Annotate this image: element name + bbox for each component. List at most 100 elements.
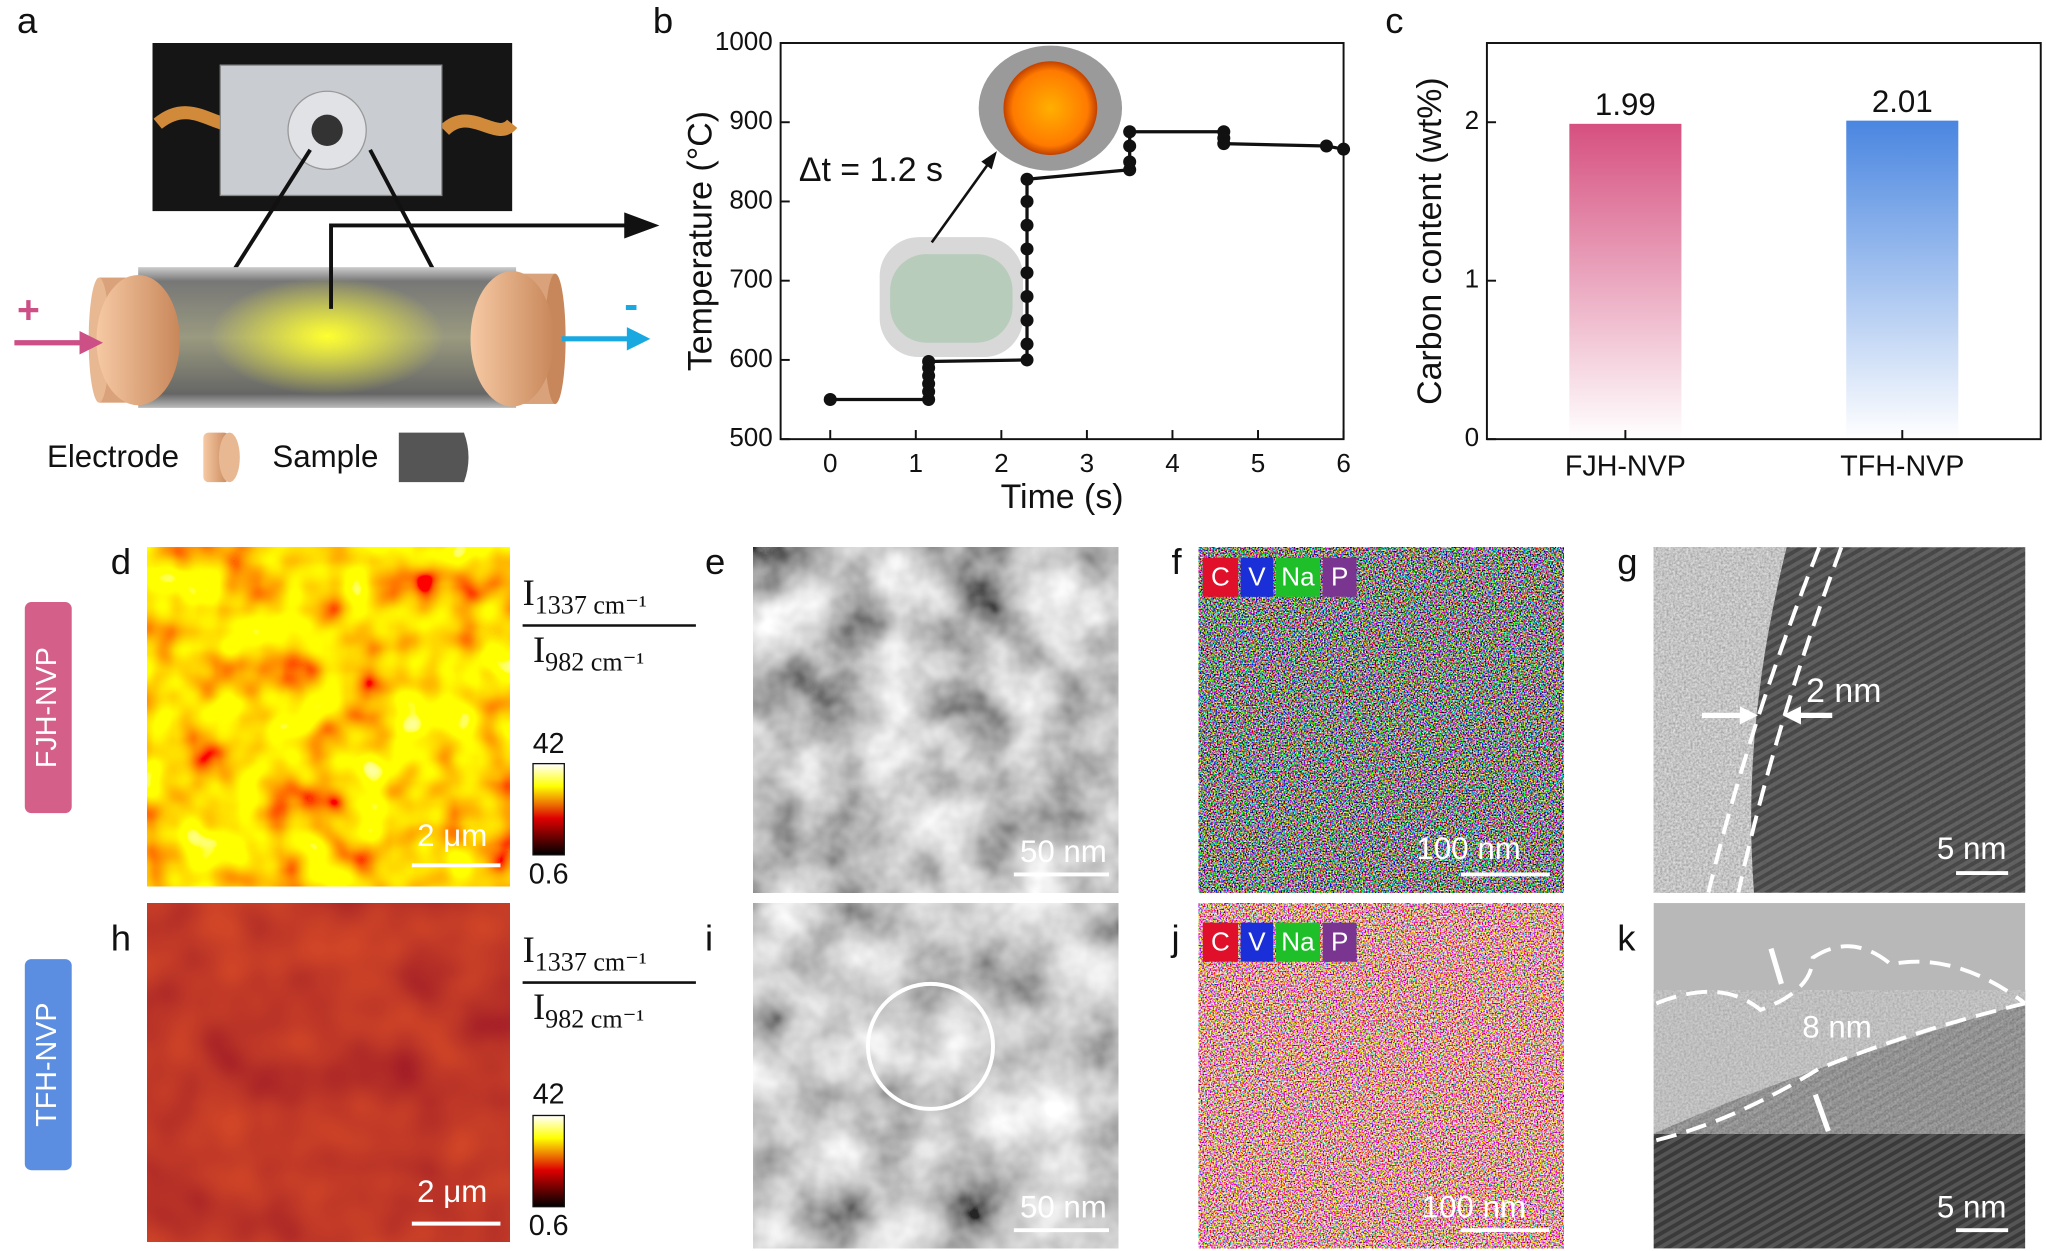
panel-label: i (705, 917, 713, 958)
raman-map (147, 547, 510, 887)
ratio-numerator: I1337 cm⁻¹ (523, 572, 647, 619)
value-label: 2.01 (1872, 84, 1933, 119)
ratio-symbol: I (533, 630, 545, 671)
marker (1020, 353, 1034, 367)
panel-label: e (705, 541, 725, 582)
ratio-symbol: I (523, 929, 535, 970)
marker (1123, 125, 1137, 139)
panel-label: j (1171, 917, 1180, 958)
colorbar (532, 1114, 565, 1208)
legend-swatch (1240, 922, 1274, 962)
x-tick-label: 5 (1251, 448, 1266, 478)
decor (329, 223, 640, 309)
legend-label: V (1248, 561, 1266, 591)
y-tick-label: 1000 (715, 26, 773, 56)
highlight-circle (865, 981, 995, 1111)
hrtem-image (1653, 546, 2026, 894)
decor (311, 114, 343, 146)
marker (1319, 139, 1333, 153)
decor (624, 212, 660, 239)
decor (96, 274, 180, 406)
marker (1020, 194, 1034, 208)
y-tick-label: 1 (1465, 264, 1480, 294)
decor (1736, 546, 1844, 894)
marker (1123, 139, 1137, 153)
scale-bar-label: 2 μm (417, 818, 487, 853)
y-tick-label: 700 (729, 264, 772, 294)
marker (1337, 142, 1351, 156)
panel-label: g (1617, 541, 1637, 582)
bar (1846, 120, 1959, 440)
marker (1020, 266, 1034, 280)
scale-bar-label: 5 nm (1937, 1190, 2007, 1225)
marker (922, 354, 936, 369)
reactor-schematic (14, 212, 660, 483)
ratio-subscript: 1337 cm⁻¹ (535, 947, 647, 976)
marker (1020, 313, 1034, 327)
panel-label: b (653, 0, 673, 41)
decor (1739, 706, 1758, 725)
y-axis-label: Temperature (°C) (681, 111, 719, 371)
decor (1003, 61, 1098, 156)
decor (1782, 706, 1801, 725)
panel-label: d (111, 541, 131, 582)
ratio-subscript: 1337 cm⁻¹ (535, 590, 647, 619)
tem-image (753, 547, 1119, 893)
ratio-symbol: I (533, 987, 545, 1028)
decor (218, 432, 240, 483)
x-tick-label: 3 (1080, 448, 1095, 478)
marker (823, 393, 837, 407)
x-tick-label: 2 (994, 448, 1008, 478)
connector (231, 148, 312, 273)
colorbar-label: 42 (533, 1079, 565, 1111)
colorbar-label: 0.6 (529, 858, 569, 890)
decor (79, 330, 103, 355)
x-tick-label: 0 (823, 448, 837, 478)
legend-text: Electrode (47, 439, 179, 474)
annotation: Δt = 1.2 s (799, 151, 943, 189)
marker (1020, 290, 1034, 304)
x-axis-label: Time (s) (1001, 478, 1124, 516)
colorbar (532, 762, 565, 856)
decor (981, 151, 997, 170)
plus-sign: + (17, 289, 40, 332)
apparatus-photo (152, 43, 518, 212)
y-tick-label: 0 (1465, 422, 1480, 452)
x-tick-label: 1 (909, 448, 924, 478)
tem-image (753, 903, 1119, 1249)
scale-bar-label: 100 nm (1422, 1190, 1526, 1225)
legend-swatch (1202, 557, 1239, 597)
legend-swatch (1240, 557, 1274, 597)
legend-swatch (1202, 922, 1239, 962)
legend-label: C (1211, 561, 1230, 591)
decor (890, 254, 1013, 343)
annotation: 8 nm (1802, 1010, 1872, 1045)
decor (1655, 944, 2027, 1013)
x-tick-label: TFH-NVP (1840, 450, 1964, 482)
legend-swatch (1275, 922, 1321, 962)
plot-frame (1485, 42, 2042, 441)
decor (1812, 1093, 1831, 1132)
x-tick-label: 6 (1336, 448, 1350, 478)
decor (626, 327, 651, 351)
decor (470, 271, 554, 407)
decor (930, 158, 993, 244)
legend-label: V (1248, 926, 1266, 956)
legend-label: C (1211, 926, 1230, 956)
minus-sign: - (624, 281, 638, 328)
legend-label: Na (1281, 561, 1315, 591)
decor (1768, 947, 1784, 985)
row-label-box (24, 959, 72, 1171)
marker (1217, 137, 1231, 151)
row-label: TFH-NVP (31, 1003, 63, 1127)
plot-frame (779, 42, 1345, 441)
decor (1751, 547, 2026, 893)
panel-label: a (17, 0, 38, 41)
eds-map (1198, 547, 1564, 893)
marker (1020, 242, 1034, 256)
scale-bar-label: 50 nm (1020, 1190, 1107, 1225)
decor (439, 114, 518, 136)
panel-label: f (1172, 541, 1183, 582)
